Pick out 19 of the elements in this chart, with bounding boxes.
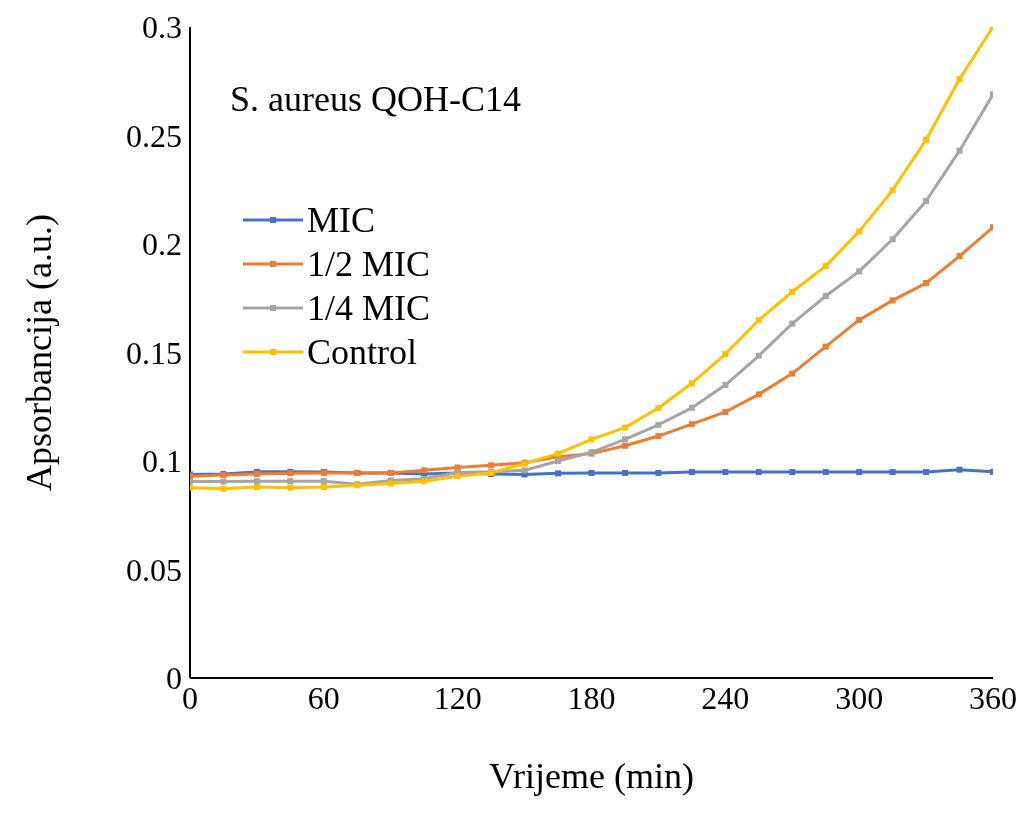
text: S. aureus QOH-C14 <box>230 78 521 120</box>
x-tick-label: 240 <box>701 679 750 716</box>
y-axis-title: Apsorbancija (a.u.) <box>18 214 59 491</box>
y-tick-label: 0.2 <box>142 226 182 263</box>
legend-label: MIC <box>307 199 376 242</box>
x-tick-label: 300 <box>835 679 884 716</box>
x-tick-label: 120 <box>433 679 482 716</box>
legend-label: Control <box>307 331 418 374</box>
x-tick-label: 60 <box>307 679 340 716</box>
x-axis-title: Vrijeme (min) <box>489 756 694 796</box>
legend-label: 1/2 MIC <box>307 243 431 286</box>
y-tick-label: 0.25 <box>126 117 182 154</box>
legend-label: 1/4 MIC <box>307 287 431 330</box>
y-tick-label: 0.1 <box>142 443 182 480</box>
x-tick-label: 180 <box>567 679 616 716</box>
x-tick-label: 360 <box>969 679 1017 716</box>
y-tick-label: 0.05 <box>126 551 182 588</box>
y-tick-label: 0.3 <box>142 9 182 46</box>
y-tick-label: 0.15 <box>126 334 182 371</box>
